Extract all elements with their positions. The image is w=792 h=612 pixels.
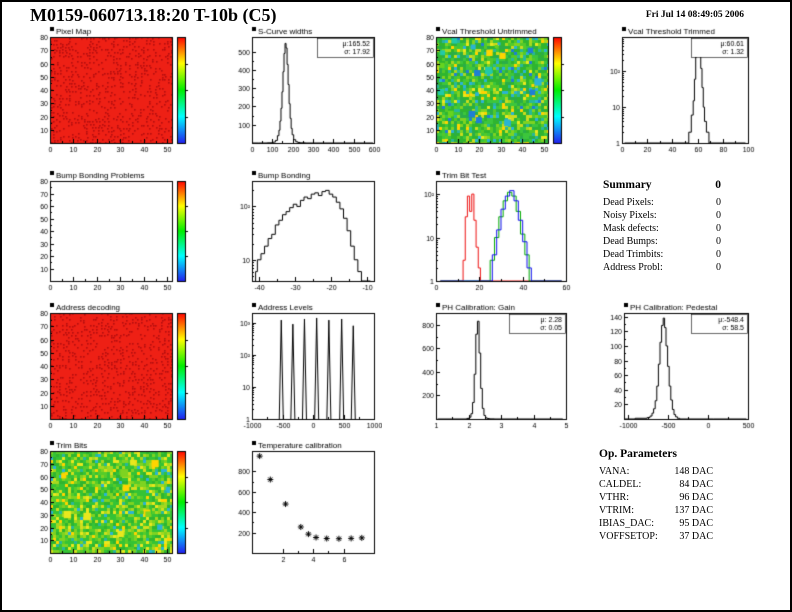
summary-row: Address Probl: 0 [603,262,721,273]
summary-title: Summary [603,179,652,191]
s-curve-widths-chart [226,24,382,160]
summary-row: Dead Pixels: 0 [603,197,721,208]
summary-row: Dead Trimbits: 0 [603,249,721,260]
summary-row: Mask defects: 0 [603,223,721,234]
summary-row: Dead Bumps: 0 [603,236,721,247]
ph-calibration-pedestal-chart [596,300,760,436]
op-parameter-row: CALDEL: 84 DAC [599,479,713,490]
trim-bit-test-chart [412,168,584,298]
op-parameters-title: Op. Parameters [599,448,677,460]
report-timestamp: Fri Jul 14 08:49:05 2006 [645,10,744,20]
op-parameter-row: VANA: 148 DAC [599,466,713,477]
vcal-threshold-untrimmed-chart [412,24,584,160]
pixel-map-chart [28,24,210,160]
op-parameter-row: VTRIM: 137 DAC [599,505,713,516]
ph-calibration-gain-chart [412,300,584,436]
address-decoding-chart [28,300,210,436]
bump-bonding-problems-chart [28,168,210,298]
op-parameter-row: VOFFSETOP: 37 DAC [599,531,713,542]
op-parameter-row: VTHR: 96 DAC [599,492,713,503]
summary-total: 0 [715,179,721,191]
page-title: M0159-060713.18:20 T-10b (C5) [30,5,277,25]
address-levels-chart [226,300,382,436]
summary-row: Noisy Pixels: 0 [603,210,721,221]
op-parameter-row: IBIAS_DAC: 95 DAC [599,518,713,529]
summary-panel: Summary 0 Dead Pixels: 0 Noisy Pixels: 0 M… [603,179,721,274]
vcal-threshold-trimmed-chart [596,24,760,160]
trim-bits-chart [28,438,210,570]
op-parameters-panel: Op. Parameters VANA: 148 DAC CALDEL: 84 DA… [599,448,713,543]
bump-bonding-chart [226,168,382,298]
temperature-calibration-chart [226,438,382,570]
